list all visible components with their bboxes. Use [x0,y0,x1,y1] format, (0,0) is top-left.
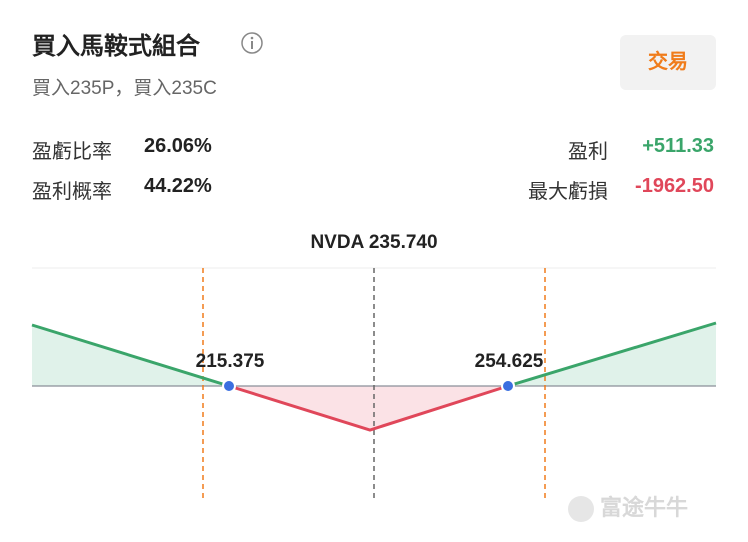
trade-button[interactable]: 交易 [620,35,716,90]
price-label: NVDA 235.740 [310,232,437,253]
watermark-text: 富途牛牛 [600,495,689,520]
stat-label: 盈利概率 [32,181,112,203]
breakeven-dot [222,379,236,393]
profit-line [507,321,717,388]
stat-label: 盈利 [568,141,608,163]
payoff-diagram: NVDA 235.740 215.375 254.625 [31,232,717,500]
breakeven-label: 215.375 [196,351,265,372]
stat-value: 44.22% [144,175,212,197]
loss-line [228,384,509,432]
watermark: 富途牛牛 [568,490,689,523]
title: 買入馬鞍式組合 [32,33,200,60]
info-icon[interactable] [240,31,264,55]
loss-area [229,386,508,430]
stat-value: 26.06% [144,135,212,157]
subtitle: 買入235P，買入235C [32,78,217,99]
stat-label: 盈虧比率 [32,141,112,163]
stat-label: 最大虧損 [528,181,608,203]
stat-value: +511.33 [642,135,714,157]
breakeven-label: 254.625 [475,351,544,372]
breakeven-dot [501,379,515,393]
profit-line [31,323,230,388]
stat-value: -1962.50 [635,175,714,197]
